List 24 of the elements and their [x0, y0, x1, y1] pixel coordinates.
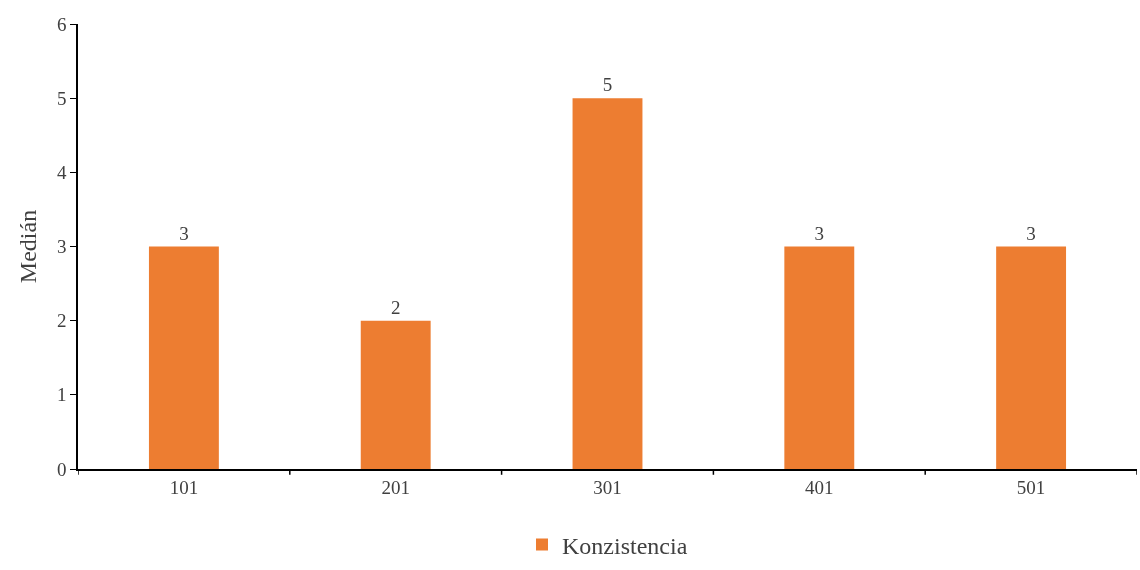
y-tick-label: 4 — [56, 161, 67, 183]
bar — [360, 320, 431, 469]
data-label: 3 — [1026, 222, 1036, 244]
y-tick-label: 1 — [56, 384, 67, 406]
data-label: 5 — [602, 74, 613, 96]
data-label: 3 — [814, 222, 825, 244]
bar — [148, 246, 219, 469]
x-tick-label: 301 — [593, 476, 622, 498]
x-tick-label: 101 — [169, 476, 199, 498]
legend-label: Konzistencia — [562, 532, 688, 559]
y-tick-label: 6 — [56, 13, 67, 35]
x-tick-label: 401 — [805, 476, 834, 498]
bar — [996, 246, 1067, 469]
bar — [572, 98, 643, 469]
x-tick-label: 501 — [1016, 476, 1046, 498]
y-axis-title: Medián — [14, 209, 41, 284]
y-tick-label: 0 — [56, 458, 67, 480]
data-label: 3 — [179, 222, 189, 244]
x-tick-label: 201 — [381, 476, 410, 498]
y-tick-label: 5 — [56, 87, 67, 109]
bar — [784, 246, 855, 469]
data-label: 2 — [390, 296, 401, 318]
y-tick-label: 3 — [56, 236, 67, 258]
y-tick-label: 2 — [56, 310, 67, 332]
